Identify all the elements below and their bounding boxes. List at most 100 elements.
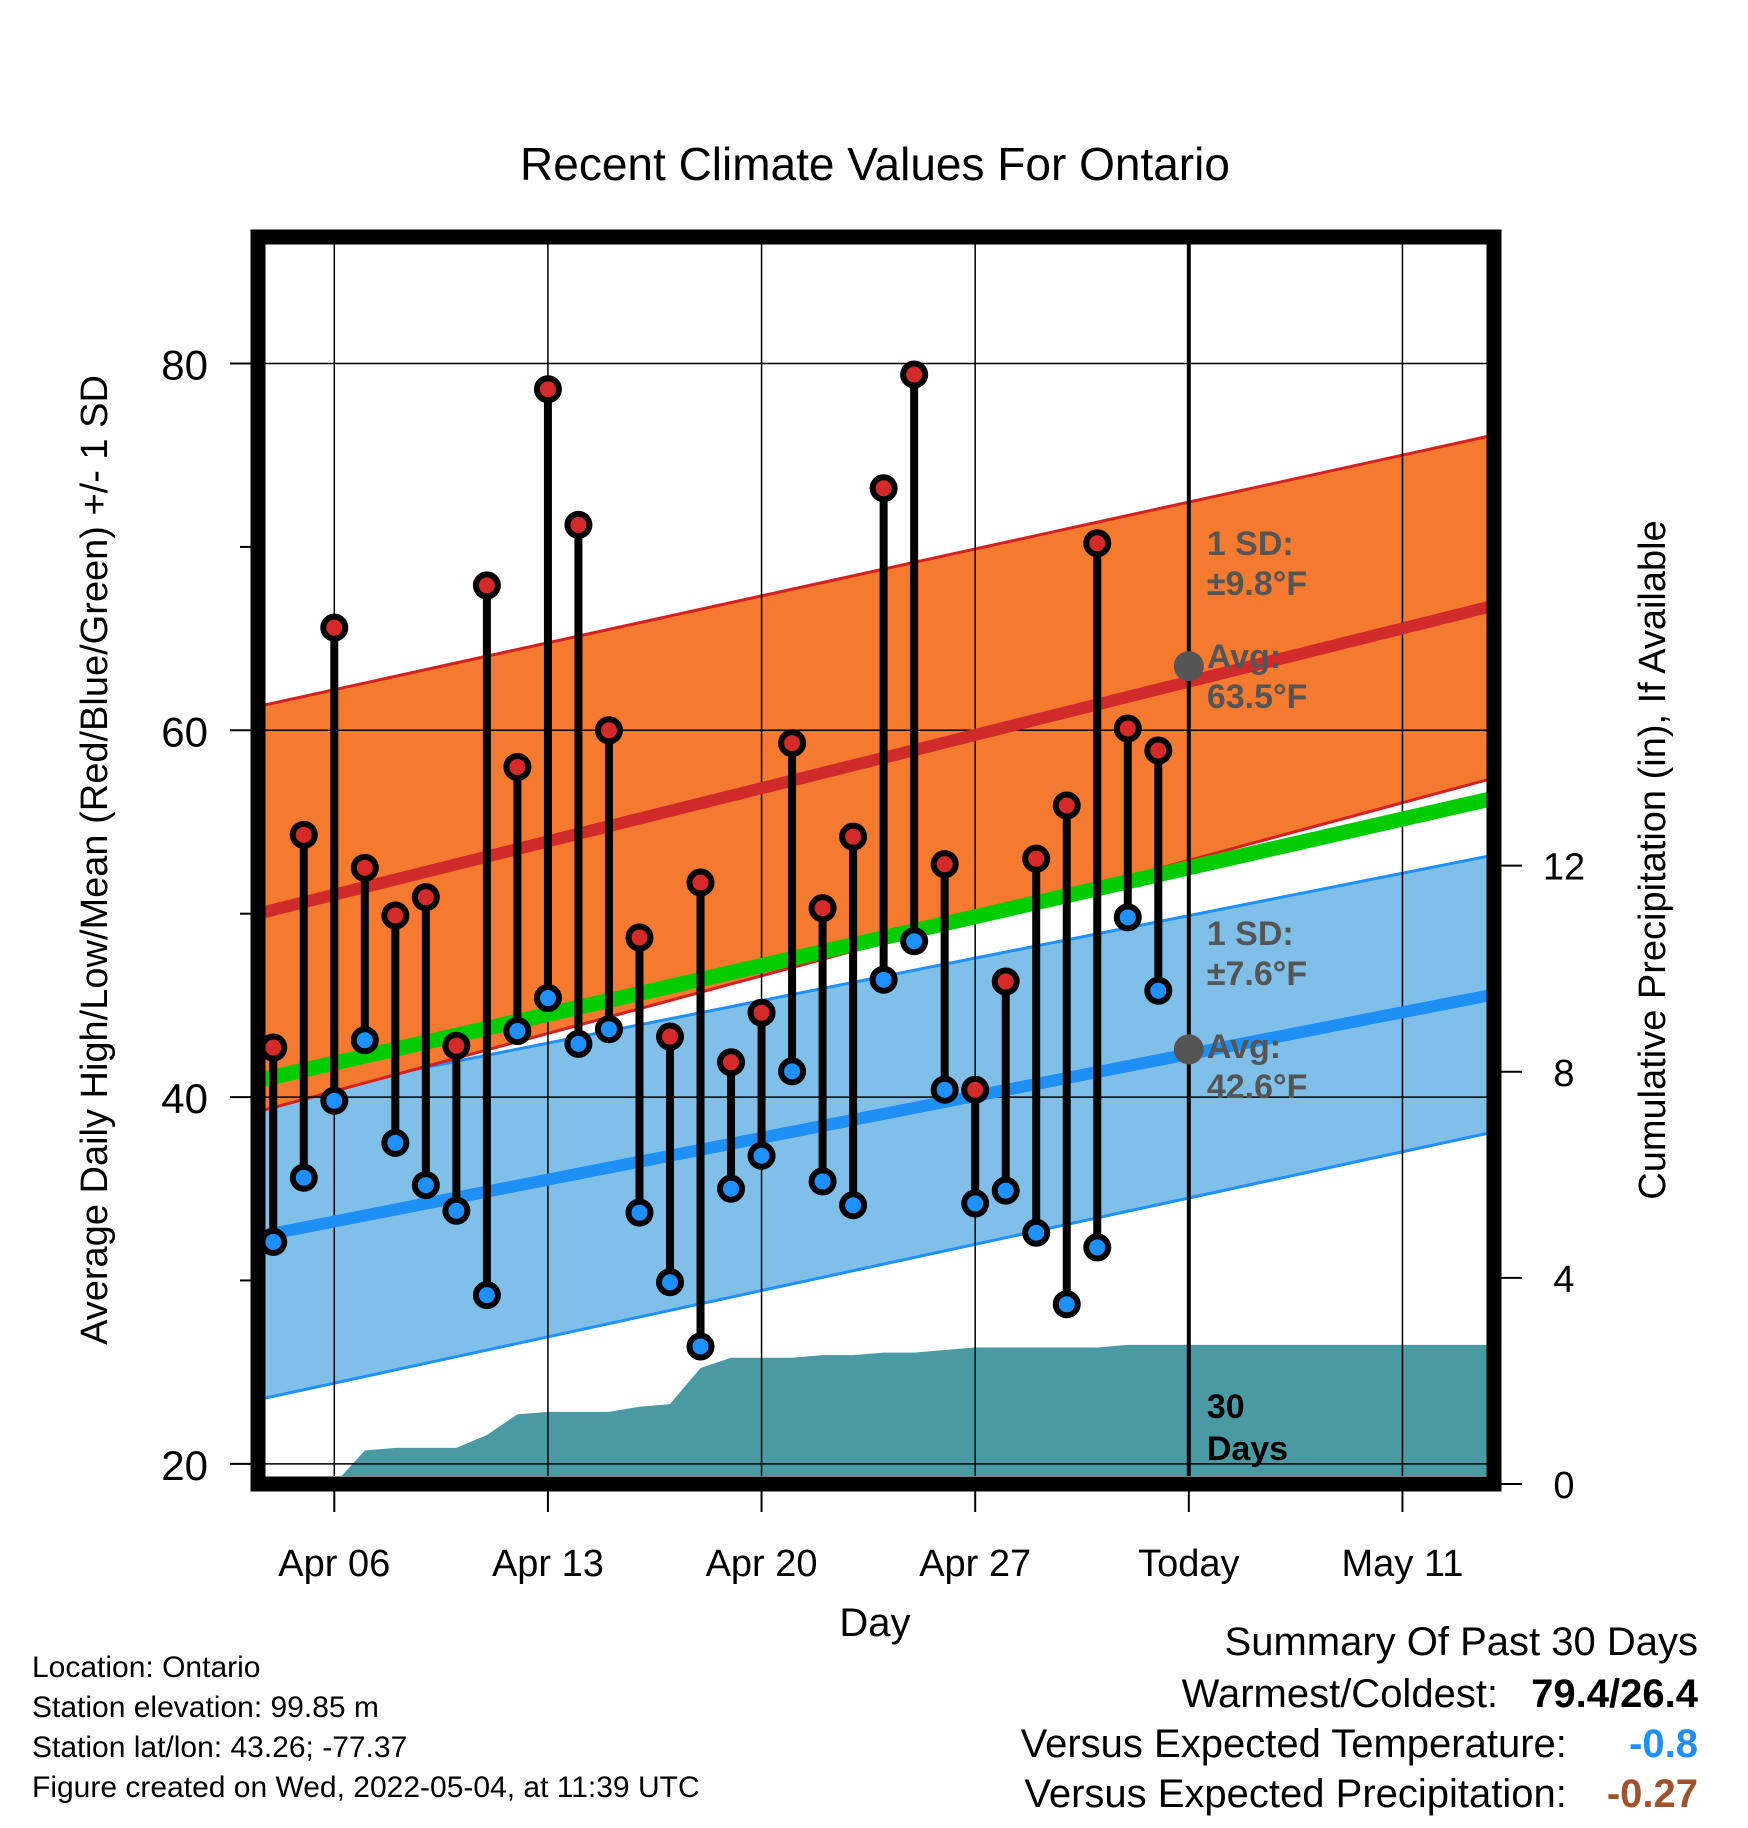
plot-frame bbox=[250, 229, 1502, 1492]
x-tick-label: Apr 27 bbox=[919, 1543, 1031, 1585]
created-text: Figure created on Wed, 2022-05-04, at 11… bbox=[32, 1771, 700, 1804]
observed-low-point bbox=[991, 1176, 1020, 1205]
summary-precip: Versus Expected Precipitation: -0.27 bbox=[1024, 1772, 1698, 1817]
temp-departure-value: -0.8 bbox=[1629, 1722, 1698, 1766]
observed-high-point bbox=[961, 1075, 990, 1104]
observed-low-point bbox=[1022, 1218, 1051, 1247]
y-right-tick-label: 8 bbox=[1553, 1053, 1574, 1095]
observed-high-point bbox=[930, 850, 959, 879]
observed-low-point bbox=[1113, 903, 1142, 932]
observed-high-point bbox=[503, 752, 532, 781]
normal-mean-line bbox=[265, 792, 1487, 1087]
observed-low-point bbox=[747, 1141, 776, 1170]
high-sd-band bbox=[265, 436, 1487, 1110]
observed-high-point bbox=[533, 375, 562, 404]
today-high-avg-point bbox=[1173, 651, 1204, 682]
y-left-tick-label: 20 bbox=[161, 1442, 208, 1489]
observed-low-point bbox=[503, 1017, 532, 1046]
x-tick-label: May 11 bbox=[1342, 1543, 1464, 1585]
observed-high-point bbox=[778, 729, 807, 758]
chart-title: Recent Climate Values For Ontario bbox=[520, 138, 1230, 190]
y-left-tick-label: 80 bbox=[161, 342, 208, 389]
observed-low-point bbox=[533, 984, 562, 1013]
warm-cold-value: 79.4/26.4 bbox=[1531, 1672, 1698, 1716]
days-label-word: Days bbox=[1207, 1430, 1288, 1468]
y-right-tick-label: 4 bbox=[1553, 1259, 1574, 1301]
low-sd-value: ±7.6°F bbox=[1207, 955, 1307, 993]
location-text: Location: Ontario bbox=[32, 1651, 261, 1684]
observed-low-point bbox=[625, 1198, 654, 1227]
precip-departure-label: Versus Expected Precipitation: bbox=[1024, 1772, 1567, 1816]
observed-low-point bbox=[1144, 976, 1173, 1005]
y-left-tick-label: 60 bbox=[161, 708, 208, 755]
y-right-tick-label: 0 bbox=[1553, 1465, 1574, 1507]
observed-high-point bbox=[1144, 736, 1173, 765]
observed-high-point bbox=[1052, 791, 1081, 820]
elevation-text: Station elevation: 99.85 m bbox=[32, 1691, 379, 1724]
observed-low-point bbox=[686, 1332, 715, 1361]
observed-high-point bbox=[991, 967, 1020, 996]
observed-low-point bbox=[381, 1128, 410, 1157]
axes: Apr 06 Apr 13 Apr 20 Apr 27 Today May 1120406… bbox=[161, 229, 1585, 1585]
observed-high-point bbox=[289, 820, 318, 849]
observed-high-point bbox=[808, 894, 837, 923]
observed-high-point bbox=[1113, 714, 1142, 743]
summary-warm-cold: Warmest/Coldest: 79.4/26.4 bbox=[1182, 1672, 1698, 1717]
observed-high-point bbox=[320, 613, 349, 642]
normal-low-line bbox=[265, 989, 1487, 1242]
observed-low-point bbox=[839, 1191, 868, 1220]
high-sd-value: ±9.8°F bbox=[1207, 565, 1307, 603]
observed-high-point bbox=[900, 360, 929, 389]
observed-low-point bbox=[350, 1026, 379, 1055]
observed-low-point bbox=[564, 1029, 593, 1058]
low-avg-value: 42.6°F bbox=[1207, 1068, 1308, 1106]
precip-area bbox=[341, 1344, 1487, 1476]
low-sd-band bbox=[265, 856, 1487, 1399]
observed-high-point bbox=[442, 1031, 471, 1060]
observed-high-point bbox=[839, 822, 868, 851]
observed-low-point bbox=[442, 1196, 471, 1225]
observed-low-point bbox=[1052, 1290, 1081, 1319]
observed-low-point bbox=[1083, 1233, 1112, 1262]
observed-high-point bbox=[265, 1033, 288, 1062]
normal-bands bbox=[265, 435, 1487, 1476]
grid-lines bbox=[265, 244, 1487, 1476]
y-axis-left-label: Average Daily High/Low/Mean (Red/Blue/Gr… bbox=[74, 375, 116, 1345]
precip-departure-value: -0.27 bbox=[1606, 1772, 1698, 1816]
latlon-text: Station lat/lon: 43.26; -77.37 bbox=[32, 1731, 408, 1764]
observed-low-point bbox=[900, 927, 929, 956]
x-tick-label: Apr 20 bbox=[706, 1543, 818, 1585]
x-tick-label: Apr 13 bbox=[492, 1543, 604, 1585]
summary-temp: Versus Expected Temperature: -0.8 bbox=[1021, 1722, 1698, 1767]
observed-low-point bbox=[472, 1281, 501, 1310]
observed-high-point bbox=[381, 901, 410, 930]
observed-low-point bbox=[717, 1174, 746, 1203]
high-avg-label: Avg: bbox=[1207, 638, 1281, 676]
observed-high-point bbox=[594, 716, 623, 745]
low-sd-label: 1 SD: bbox=[1207, 915, 1294, 953]
observed-low-point bbox=[869, 965, 898, 994]
observed-low-point bbox=[808, 1167, 837, 1196]
today-low-avg-point bbox=[1173, 1034, 1204, 1065]
observed-low-point bbox=[656, 1268, 684, 1297]
normal-lines bbox=[265, 601, 1487, 1242]
observed-high-point bbox=[564, 510, 593, 539]
observed-high-point bbox=[625, 923, 654, 952]
high-band-upper-edge bbox=[265, 435, 1487, 707]
observed-high-point bbox=[869, 474, 898, 503]
normal-high-line bbox=[265, 601, 1487, 919]
observed-temperatures bbox=[265, 244, 1191, 1476]
observed-low-point bbox=[265, 1227, 288, 1256]
y-right-tick-label: 12 bbox=[1543, 847, 1585, 889]
station-info: Location: Ontario Station elevation: 99.… bbox=[32, 1648, 700, 1808]
observed-high-point bbox=[717, 1048, 746, 1077]
observed-high-point bbox=[350, 853, 379, 882]
observed-low-point bbox=[930, 1075, 959, 1104]
x-tick-label: Today bbox=[1138, 1543, 1239, 1585]
observed-high-point bbox=[411, 883, 440, 912]
observed-low-point bbox=[961, 1189, 990, 1218]
warm-cold-label: Warmest/Coldest: bbox=[1181, 1672, 1499, 1716]
days-label-count: 30 bbox=[1207, 1388, 1245, 1426]
observed-low-point bbox=[594, 1015, 623, 1044]
